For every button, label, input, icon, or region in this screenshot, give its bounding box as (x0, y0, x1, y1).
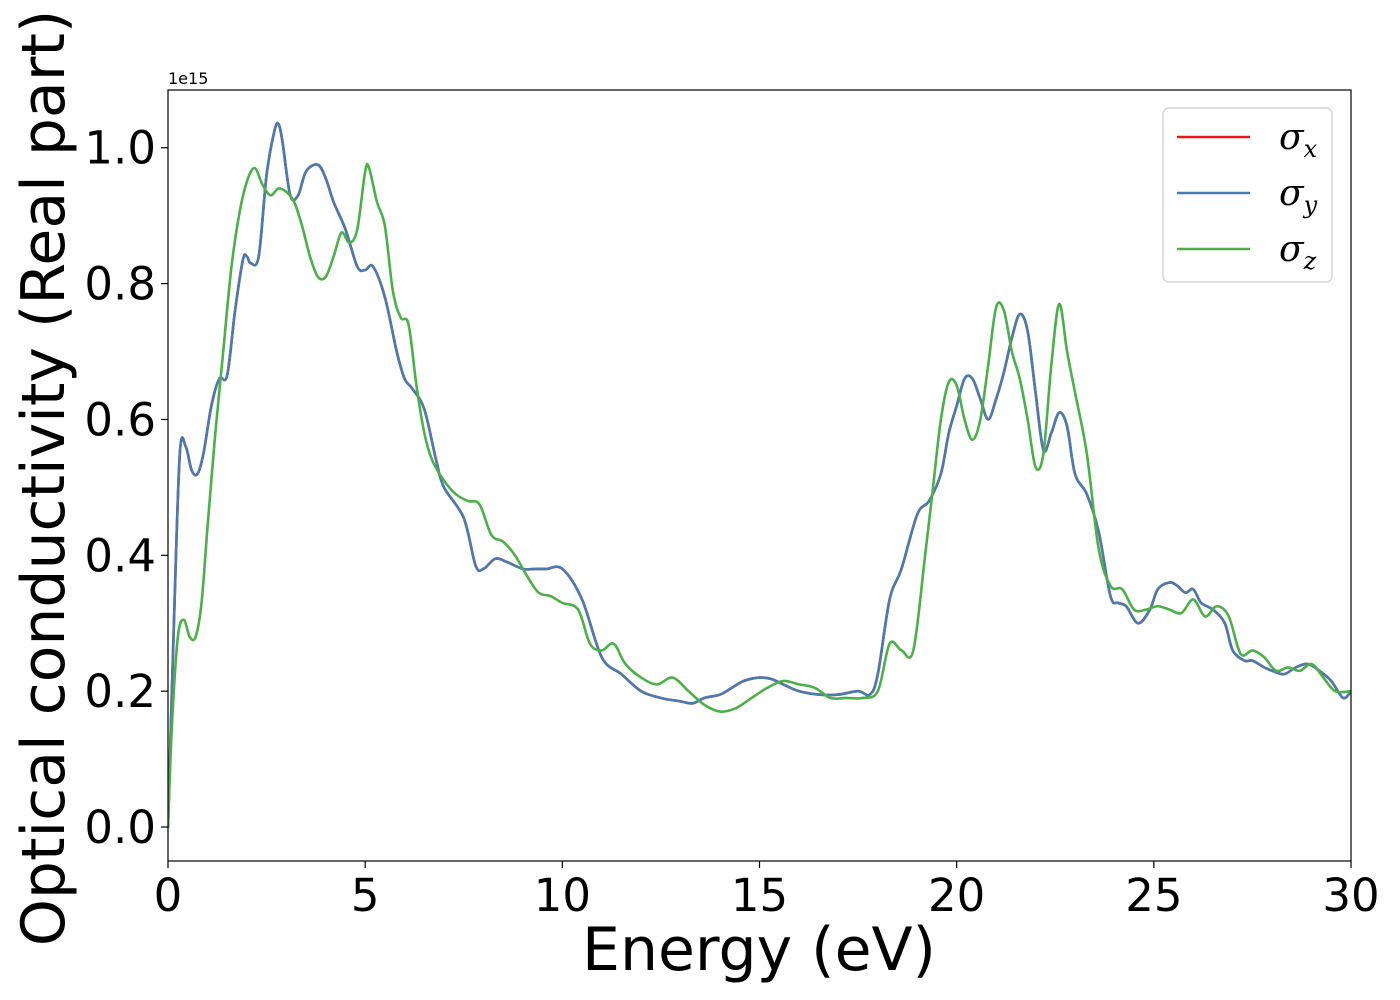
legend-box (1162, 107, 1333, 283)
y-axis: 0.0 0.2 0.4 0.6 0.8 1.0 (84, 122, 168, 854)
series-line-z (168, 162, 1351, 829)
x-axis-title: Energy (eV) (582, 915, 936, 985)
x-axis: 0 5 10 15 20 25 30 (154, 861, 1380, 922)
series-lines (168, 121, 1351, 829)
x-tick-label: 15 (731, 869, 788, 922)
legend-label-x: σx (1279, 117, 1318, 163)
y-tick-label: 1.0 (84, 122, 156, 175)
x-tick-label: 10 (534, 869, 591, 922)
series-line-y (168, 121, 1351, 829)
x-tick-label: 5 (351, 869, 380, 922)
y-offset-label: 1e15 (168, 69, 208, 88)
y-tick-label: 0.0 (84, 801, 156, 854)
legend-label-y: σy (1279, 173, 1318, 219)
legend: σx σy σz (1162, 107, 1333, 283)
x-tick-label: 25 (1125, 869, 1182, 922)
y-axis-title: Optical conductivity (Real part) (9, 10, 79, 947)
y-tick-label: 0.6 (84, 393, 156, 446)
x-tick-label: 20 (928, 869, 985, 922)
x-tick-label: 0 (154, 869, 183, 922)
y-tick-label: 0.8 (84, 258, 156, 311)
y-tick-label: 0.4 (84, 529, 156, 582)
legend-label-z: σz (1279, 229, 1317, 275)
x-tick-label: 30 (1322, 869, 1379, 922)
y-tick-label: 0.2 (84, 665, 156, 718)
